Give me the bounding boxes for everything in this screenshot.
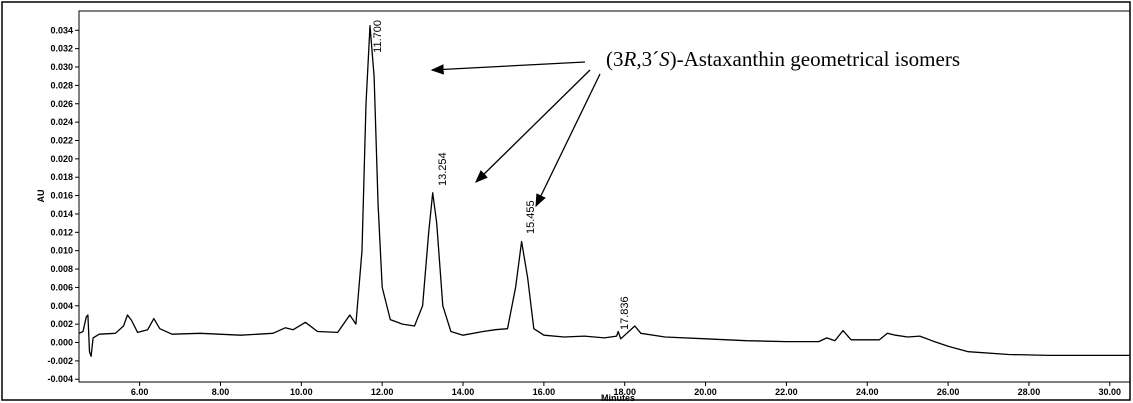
y-tick-label: 0.032 bbox=[50, 44, 73, 54]
y-tick-label: 0.004 bbox=[50, 301, 73, 311]
peak-label: 13.254 bbox=[437, 152, 449, 186]
x-tick-label: 28.00 bbox=[1018, 387, 1041, 397]
x-tick-label: 20.00 bbox=[694, 387, 717, 397]
y-tick-label: 0.034 bbox=[50, 25, 73, 35]
y-tick-label: 0.012 bbox=[50, 227, 73, 237]
y-tick-label: 0.022 bbox=[50, 135, 73, 145]
x-tick-label: 14.00 bbox=[452, 387, 475, 397]
x-axis-label: Minutes bbox=[601, 393, 635, 403]
x-tick-label: 24.00 bbox=[856, 387, 879, 397]
x-tick-label: 6.00 bbox=[131, 387, 149, 397]
x-tick-label: 10.00 bbox=[290, 387, 313, 397]
annotation-part: R bbox=[623, 47, 637, 71]
x-tick-label: 12.00 bbox=[371, 387, 394, 397]
y-tick-label: 0.028 bbox=[50, 80, 73, 90]
annotation-part: ,3´ bbox=[636, 47, 659, 71]
y-tick-label: 0.018 bbox=[50, 172, 73, 182]
y-tick-label: 0.024 bbox=[50, 117, 73, 127]
trace bbox=[78, 25, 1130, 357]
peak-label: 11.700 bbox=[372, 20, 384, 53]
arrow bbox=[535, 73, 601, 208]
y-tick-label: 0.020 bbox=[50, 154, 73, 164]
x-tick-label: 30.00 bbox=[1099, 387, 1122, 397]
x-tick-label: 16.00 bbox=[533, 387, 556, 397]
arrow bbox=[430, 61, 586, 75]
y-tick-label: 0.006 bbox=[50, 282, 73, 292]
peak-label: 17.836 bbox=[619, 296, 631, 330]
x-tick-label: 18.00 bbox=[613, 387, 636, 397]
y-tick-label: 0.010 bbox=[50, 246, 73, 256]
annotation-part: (3 bbox=[606, 47, 624, 71]
plot-area bbox=[78, 10, 1131, 383]
y-tick-label: 0.002 bbox=[50, 319, 73, 329]
y-tick-label: 0.016 bbox=[50, 191, 73, 201]
annotation: (3R,3´S)-Astaxanthin geometrical isomers bbox=[606, 47, 960, 71]
annotation-part: S bbox=[659, 47, 670, 71]
y-tick-label: 0.030 bbox=[50, 62, 73, 72]
x-tick-label: 8.00 bbox=[212, 387, 230, 397]
y-tick-label: -0.004 bbox=[47, 374, 73, 384]
x-tick-label: 22.00 bbox=[775, 387, 798, 397]
arrow bbox=[475, 69, 591, 183]
y-tick-label: 0.014 bbox=[50, 209, 73, 219]
x-tick-label: 26.00 bbox=[937, 387, 960, 397]
annotation-part: )-Astaxanthin geometrical isomers bbox=[670, 47, 960, 71]
peak-label: 15.455 bbox=[525, 200, 537, 234]
y-tick-label: -0.002 bbox=[47, 356, 73, 366]
y-tick-label: 0.008 bbox=[50, 264, 73, 274]
y-axis-label: AU bbox=[36, 190, 46, 203]
y-tick-label: 0.000 bbox=[50, 338, 73, 348]
y-tick-label: 0.026 bbox=[50, 99, 73, 109]
